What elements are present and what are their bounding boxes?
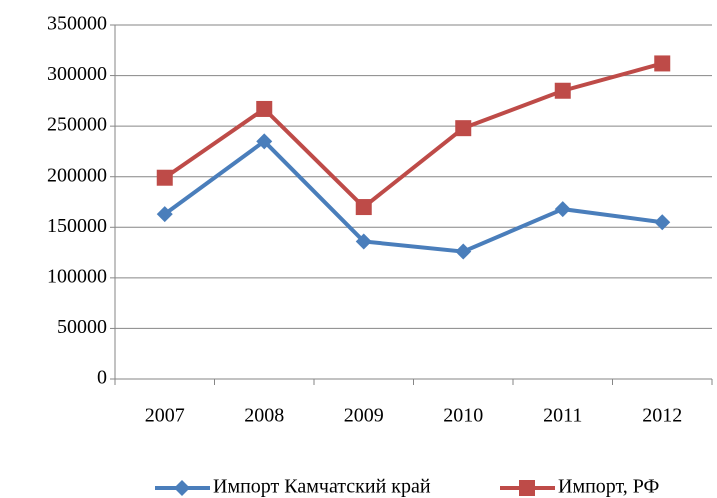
point (455, 243, 472, 260)
point (156, 206, 173, 223)
legend-marker (519, 480, 535, 496)
x-tick-label: 2008 (244, 405, 284, 427)
legend-label: Импорт, РФ (558, 476, 659, 498)
y-tick-label: 0 (97, 367, 107, 389)
series-line (163, 61, 663, 210)
y-tick-label: 200000 (47, 164, 107, 186)
point (654, 214, 671, 231)
legend-marker (174, 480, 190, 496)
y-tick-label: 50000 (57, 316, 107, 338)
point (256, 133, 273, 150)
x-tick-label: 2007 (145, 405, 185, 427)
y-tick-label: 150000 (47, 215, 107, 237)
point (256, 100, 273, 117)
series-line (163, 138, 663, 254)
point (355, 233, 372, 250)
legend-label: Импорт Камчатский край (213, 476, 431, 498)
x-tick-label: 2009 (344, 405, 384, 427)
y-tick-label: 350000 (47, 13, 107, 35)
x-tick-label: 2012 (642, 405, 682, 427)
point (355, 199, 372, 216)
point (654, 55, 671, 72)
y-tick-label: 250000 (47, 114, 107, 136)
point (455, 120, 472, 137)
point (554, 82, 571, 99)
x-tick-label: 2010 (443, 405, 483, 427)
point (156, 169, 173, 186)
point (554, 201, 571, 218)
y-tick-label: 100000 (47, 265, 107, 287)
x-tick-label: 2011 (543, 405, 582, 427)
y-tick-label: 300000 (47, 63, 107, 85)
